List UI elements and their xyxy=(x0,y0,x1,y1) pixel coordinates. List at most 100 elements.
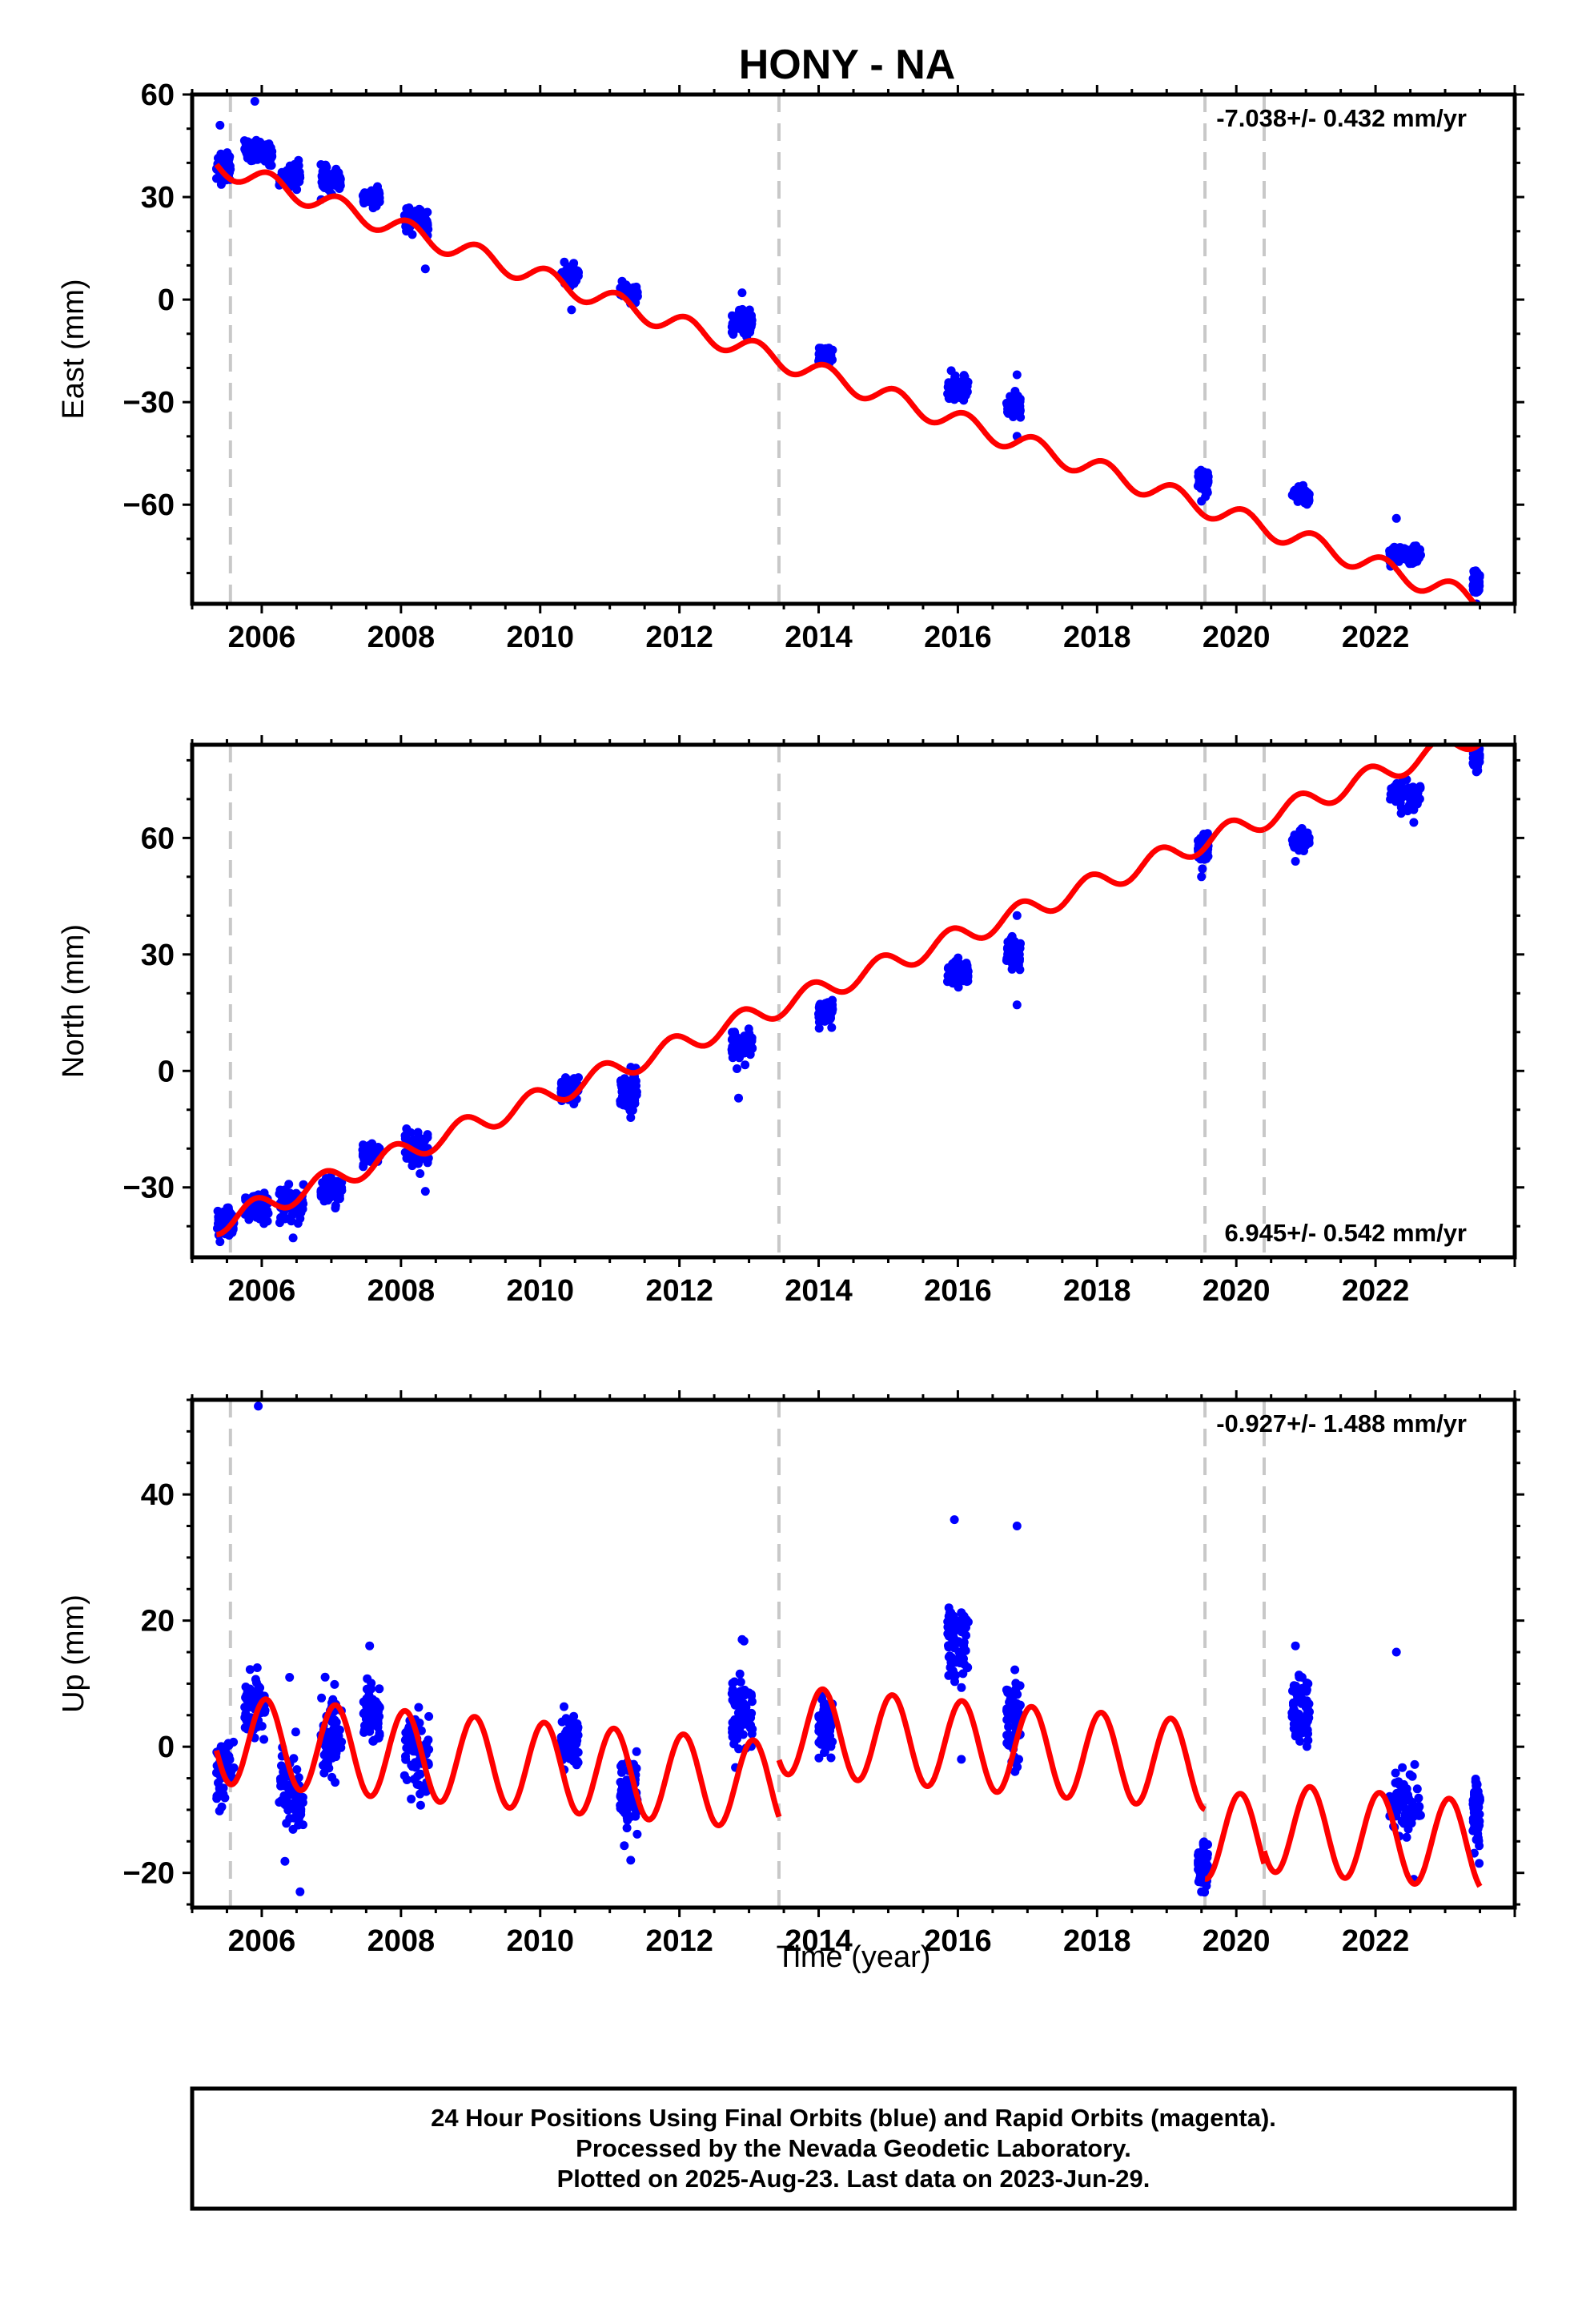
observation-point xyxy=(745,305,754,315)
observation-point xyxy=(626,1100,636,1109)
observation-point xyxy=(958,376,968,385)
x-tick-label: 2010 xyxy=(506,621,574,654)
observation-point xyxy=(1012,1000,1022,1010)
observation-point xyxy=(962,1630,970,1640)
observation-point xyxy=(247,1208,257,1217)
observation-point xyxy=(622,287,632,296)
observation-point xyxy=(962,1663,972,1673)
observation-point xyxy=(367,1719,377,1728)
observation-point xyxy=(825,1011,834,1020)
observation-point xyxy=(817,1739,827,1749)
observation-point xyxy=(265,160,274,170)
observation-point xyxy=(1295,1730,1304,1739)
observation-point xyxy=(570,273,580,283)
observation-point xyxy=(1398,1763,1407,1772)
observation-point xyxy=(957,1755,966,1764)
observation-point xyxy=(1404,1815,1414,1825)
observation-point xyxy=(241,1683,251,1691)
observation-point xyxy=(1300,1716,1310,1726)
observation-point xyxy=(1196,465,1206,475)
observation-point xyxy=(825,1721,834,1731)
observation-point xyxy=(280,1185,290,1195)
observation-point xyxy=(1473,1823,1483,1833)
observation-point xyxy=(421,1739,431,1748)
observation-point xyxy=(616,1777,625,1787)
observation-point xyxy=(962,961,972,971)
observation-point xyxy=(1415,794,1424,804)
observation-point xyxy=(734,1744,744,1754)
observation-point xyxy=(739,1046,749,1055)
observation-point xyxy=(954,1647,964,1657)
observation-point xyxy=(261,140,271,150)
observation-point xyxy=(328,1695,338,1704)
x-tick-label: 2008 xyxy=(367,1274,436,1308)
observation-point xyxy=(826,1753,836,1763)
x-tick-label: 2018 xyxy=(1063,1274,1131,1308)
observation-point xyxy=(953,389,962,399)
observation-point xyxy=(220,1793,230,1803)
observation-point xyxy=(747,1697,757,1707)
observation-point xyxy=(336,1743,346,1752)
observation-point xyxy=(361,1725,371,1735)
observation-point xyxy=(572,1739,581,1748)
y-tick-label: −60 xyxy=(123,489,175,522)
observation-point xyxy=(1394,1796,1403,1806)
observation-point xyxy=(741,324,751,333)
observation-point xyxy=(225,1755,235,1764)
observation-point xyxy=(329,1178,339,1187)
observation-point xyxy=(373,1705,383,1715)
observation-point xyxy=(1002,1706,1011,1715)
observation-point xyxy=(814,1023,824,1033)
observation-point xyxy=(1469,755,1479,765)
observation-point xyxy=(821,999,830,1008)
observation-point xyxy=(1289,1681,1299,1691)
x-tick-label: 2010 xyxy=(506,1924,574,1958)
rate-label: 6.945+/- 0.542 mm/yr xyxy=(1225,1219,1467,1247)
footer-frame xyxy=(190,2086,1517,2211)
x-tick-label: 2006 xyxy=(228,1924,296,1958)
observation-point xyxy=(326,1728,335,1738)
observation-point xyxy=(288,1824,298,1834)
observation-point xyxy=(295,1887,305,1896)
observation-point xyxy=(277,167,287,177)
observation-point xyxy=(406,1128,416,1137)
observation-point xyxy=(1394,1777,1403,1787)
observation-point xyxy=(624,1800,634,1810)
observation-point xyxy=(567,305,576,315)
observation-point xyxy=(557,1717,567,1727)
observation-point xyxy=(827,1023,837,1032)
observation-point xyxy=(746,1720,756,1730)
observation-point xyxy=(736,1687,745,1696)
observation-point xyxy=(620,1841,629,1851)
observation-point xyxy=(317,1693,327,1703)
observation-point xyxy=(817,1695,827,1704)
observation-point xyxy=(728,1732,737,1742)
observation-point xyxy=(1303,1710,1313,1719)
observation-point xyxy=(945,394,954,404)
observation-point xyxy=(1003,1686,1013,1695)
model-curve-segment-1 xyxy=(214,1696,782,1828)
observation-point xyxy=(251,1675,260,1684)
x-tick-label: 2006 xyxy=(228,621,296,654)
observation-point xyxy=(735,318,745,328)
observation-point xyxy=(285,1673,295,1682)
observation-point xyxy=(1414,1793,1423,1803)
observation-point xyxy=(401,1755,411,1764)
observation-point xyxy=(363,1674,372,1683)
observation-point xyxy=(1391,1647,1401,1657)
observation-point xyxy=(954,1623,963,1632)
observation-point xyxy=(616,1076,625,1085)
observation-point xyxy=(215,120,225,130)
observation-point xyxy=(319,1768,329,1778)
x-tick-label: 2020 xyxy=(1203,1924,1271,1958)
observation-point xyxy=(289,1754,299,1763)
observation-point xyxy=(616,1791,625,1801)
model-curve-segment-1 xyxy=(214,163,781,366)
observation-point xyxy=(1295,1691,1304,1700)
panel-1: 2006 2008 2010 2012 2014 2016 2018 2020 2022 60 30… xyxy=(57,78,1524,654)
observation-point xyxy=(733,1064,741,1073)
observation-point xyxy=(1403,1824,1413,1834)
observation-point xyxy=(330,180,339,190)
observation-point xyxy=(814,1753,824,1763)
